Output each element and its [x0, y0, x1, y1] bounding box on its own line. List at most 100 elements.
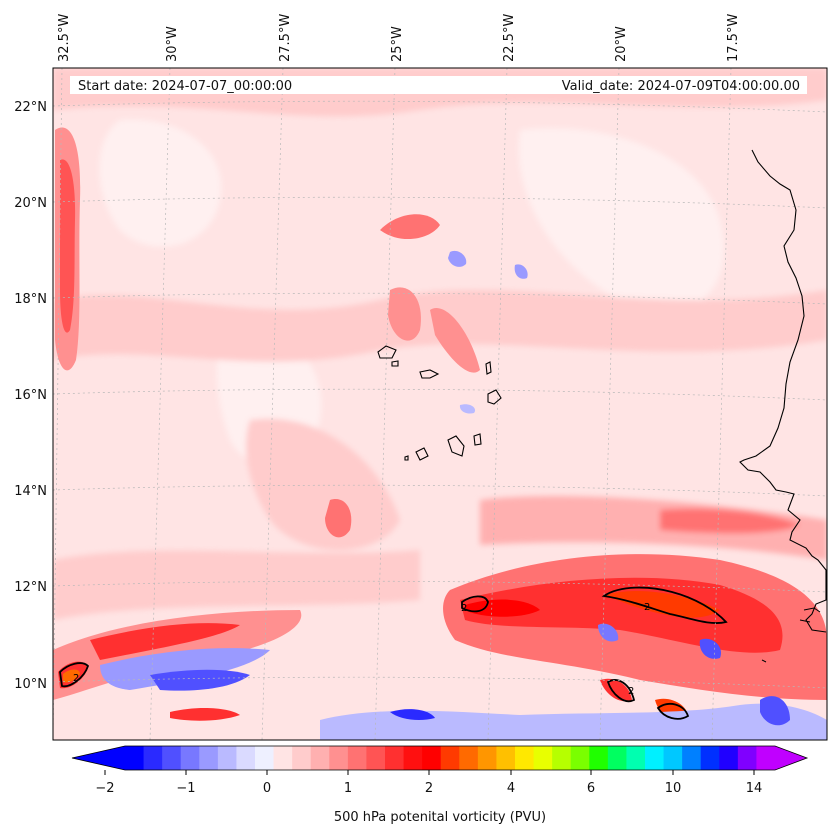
meridian — [711, 68, 732, 740]
island-outline — [391, 360, 399, 367]
colorbar-cell — [589, 746, 609, 770]
colorbar-cell — [700, 746, 720, 770]
date-banner — [70, 76, 807, 94]
cb-tick-label: 2 — [425, 781, 433, 796]
colorbar-cell — [385, 746, 405, 770]
cb-tick-label: −1 — [176, 781, 195, 796]
pv-sw-blue — [100, 648, 270, 690]
lon-label: 20°W — [614, 26, 629, 62]
lon-label: 17.5°W — [726, 14, 741, 62]
island-outline — [473, 433, 482, 446]
colorbar-cell — [496, 746, 516, 770]
lat-label: 10°N — [14, 677, 47, 692]
pv-contour — [601, 586, 728, 624]
colorbar-low-extension — [72, 746, 125, 770]
colorbar-cell — [366, 746, 386, 770]
lon-label: 27.5°W — [278, 14, 293, 62]
graticule — [53, 68, 827, 740]
contour-label: 2 — [461, 603, 467, 614]
pv-sw-spot-core — [63, 669, 80, 683]
colorbar-ticks — [104, 770, 755, 775]
colorbar-cell — [347, 746, 368, 770]
colorbar-cells — [125, 746, 776, 770]
meridian — [149, 68, 171, 740]
colorbar-cell — [422, 746, 442, 770]
colorbar-cell — [570, 746, 590, 770]
start-date: Start date: 2024-07-07_00:00:00 — [78, 79, 292, 94]
longitude-labels: 32.5°W 30°W 27.5°W 25°W 22.5°W 20°W 17.5… — [57, 14, 741, 62]
cb-tick-label: −2 — [95, 781, 114, 796]
lat-label: 18°N — [14, 292, 47, 307]
colorbar-cell — [217, 746, 238, 770]
africa-coastline — [739, 149, 827, 633]
colorbar-cell — [626, 746, 646, 770]
pv-central-streak — [380, 214, 440, 240]
cb-tick-label: 6 — [587, 781, 595, 796]
parallel — [53, 580, 827, 593]
colorbar-cell — [403, 746, 423, 770]
pv-pink-band — [53, 550, 420, 620]
parallel — [53, 484, 827, 497]
pv-contour-labels: 2 2 2 2 — [73, 602, 650, 697]
island-outline — [377, 345, 397, 359]
cb-tick-label: 4 — [507, 781, 515, 796]
parallel — [53, 676, 827, 689]
pv-central-streak — [325, 499, 352, 538]
colorbar-label: 500 hPa potenital vorticity (PVU) — [334, 810, 546, 825]
colorbar-cell — [125, 746, 145, 770]
pv-sw-blue — [150, 669, 250, 691]
meridian — [487, 68, 508, 740]
cb-tick-label: 1 — [344, 781, 352, 796]
colorbar-cell — [199, 746, 219, 770]
colorbar-cell — [682, 746, 702, 770]
colorbar-cell — [310, 746, 330, 770]
map-frame — [52, 67, 828, 741]
colorbar-cell — [756, 746, 776, 770]
map-area: 2 2 2 2 — [52, 67, 828, 741]
colorbar-high-extension — [775, 746, 807, 770]
pv-contour — [606, 679, 636, 703]
meridian — [53, 68, 63, 740]
island-outline — [485, 361, 492, 375]
lon-label: 25°W — [390, 26, 405, 62]
colorbar-cell — [162, 746, 182, 770]
parallel — [53, 388, 827, 401]
contour-label: 2 — [644, 602, 650, 613]
pv-south-band-mid — [460, 577, 783, 653]
colorbar-cell — [255, 746, 275, 770]
lat-label: 22°N — [14, 100, 47, 115]
colorbar-cell — [459, 746, 479, 770]
island-outline — [419, 369, 440, 379]
colorbar-cell — [663, 746, 683, 770]
pv-2-contours — [59, 586, 728, 720]
meridian — [374, 68, 396, 740]
pv-bottom-blue-core — [390, 709, 435, 720]
pv-blue-spot — [514, 264, 528, 279]
colorbar-cell — [236, 746, 256, 770]
cb-tick-label: 10 — [665, 781, 682, 796]
pv-sw-band-core — [90, 623, 240, 660]
pv-field: 2 2 2 2 — [53, 68, 827, 740]
island-outline — [447, 435, 465, 457]
pv-blue-spot — [448, 250, 467, 267]
pv-central-streak — [388, 287, 421, 341]
cb-tick-label: 0 — [263, 781, 271, 796]
pv-white-patch — [518, 128, 724, 312]
colorbar-tick-labels: −2 −1 0 1 2 4 6 10 14 — [95, 781, 762, 796]
meridian — [599, 68, 620, 740]
pv-contour — [656, 702, 690, 720]
parallel — [53, 196, 827, 209]
colorbar-cell — [180, 746, 200, 770]
island-outline — [415, 447, 429, 461]
latitude-labels: 22°N 20°N 18°N 16°N 14°N 12°N 10°N — [14, 100, 47, 692]
colorbar-cell — [515, 746, 535, 770]
pv-bottom-blue-core — [760, 696, 790, 726]
pv-west-strip-core — [60, 159, 76, 333]
colorbar-cell — [329, 746, 349, 770]
pv-sw-red — [170, 708, 240, 721]
cb-tick-label: 14 — [746, 781, 763, 796]
pv-medium-band — [660, 508, 800, 534]
colorbar-cell — [143, 746, 163, 770]
colorbar-cell — [607, 746, 628, 770]
